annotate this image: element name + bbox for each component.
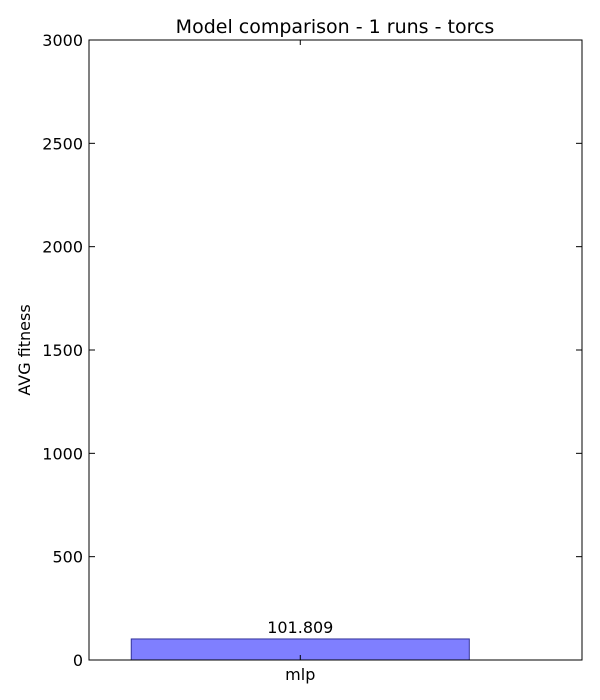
bar-value-label: 101.809	[267, 618, 333, 637]
axes-frame	[88, 39, 583, 661]
y-tick-label: 0	[73, 651, 83, 670]
chart-title: Model comparison - 1 runs - torcs	[176, 16, 495, 38]
y-axis-label: AVG fitness	[15, 304, 34, 395]
y-tick-label: 3000	[42, 31, 83, 50]
plot-area: 101.809 mlp 0 500 1000 1500 2000 2500 3000	[42, 31, 583, 684]
y-tick-label: 1000	[42, 444, 83, 463]
x-tick-label: mlp	[285, 665, 315, 684]
y-tick-label: 2500	[42, 134, 83, 153]
y-tick-label: 1500	[42, 341, 83, 360]
y-tick-label: 2000	[42, 238, 83, 257]
y-tick-label: 500	[52, 548, 83, 567]
